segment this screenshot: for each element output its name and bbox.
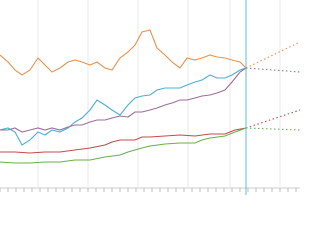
series-line xyxy=(0,67,247,133)
projection-line xyxy=(245,127,300,131)
projection-line xyxy=(245,67,300,73)
chart xyxy=(0,0,300,195)
projection-line xyxy=(245,109,300,129)
series-line xyxy=(0,29,247,76)
series-line xyxy=(0,67,247,146)
series-line xyxy=(0,127,247,154)
series-line xyxy=(0,127,247,164)
projection-line xyxy=(245,41,300,69)
